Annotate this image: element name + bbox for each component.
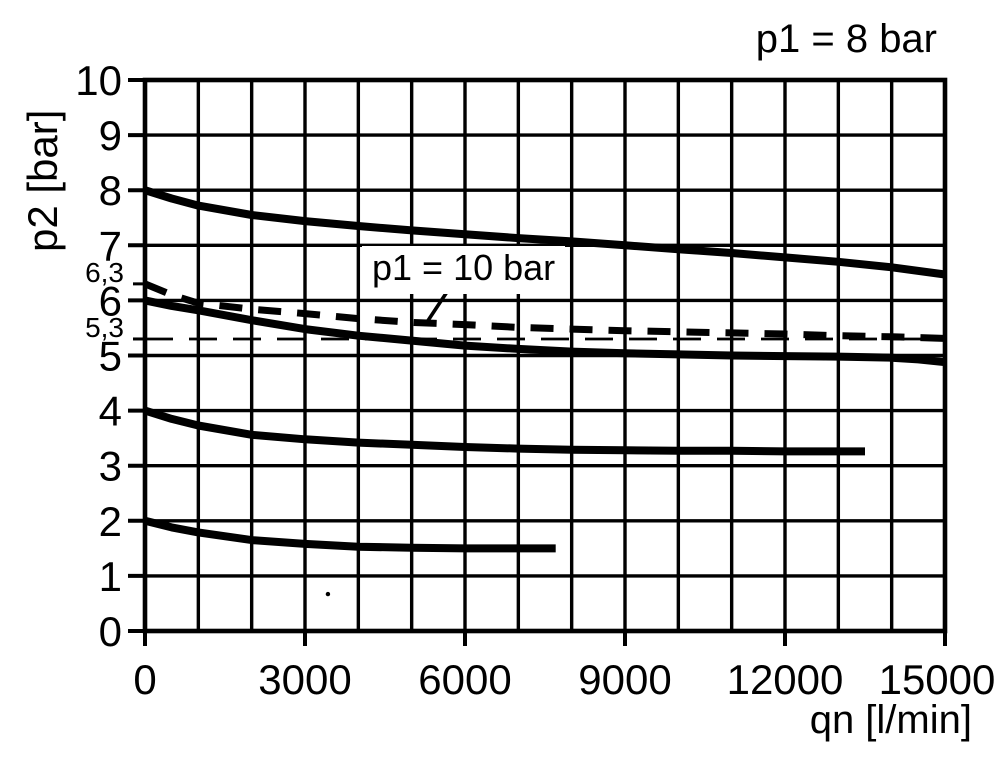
y-tick-label: 6 xyxy=(99,277,122,324)
curve-p2-8 xyxy=(143,186,946,279)
y-tick-label: 9 xyxy=(99,112,122,159)
x-tick-label: 6000 xyxy=(418,656,511,703)
y-tick-label: 8 xyxy=(99,167,122,214)
curve-p2-4 xyxy=(143,406,865,456)
y-tick-label: 0 xyxy=(99,608,122,655)
y-tick-label: 4 xyxy=(99,388,122,435)
x-tick-label: 12000 xyxy=(727,656,844,703)
x-axis-label: qn [l/min] xyxy=(809,698,972,742)
x-tick-label: 0 xyxy=(133,656,156,703)
y-tick-label: 2 xyxy=(99,498,122,545)
annotation-p1-10bar: p1 = 10 bar xyxy=(362,246,566,294)
y-tick-label: 10 xyxy=(75,57,122,104)
x-tick-label: 15000 xyxy=(879,656,996,703)
y-tick-label: 7 xyxy=(99,222,122,269)
x-tick-label: 9000 xyxy=(578,656,671,703)
stray-ink-mark xyxy=(325,591,331,597)
curve-p1-10bar xyxy=(143,280,946,342)
chart-title: p1 = 8 bar xyxy=(755,17,937,61)
curve-p2-2 xyxy=(144,516,556,553)
y-special-tick-label: 6,3 xyxy=(85,257,124,288)
y-axis-label: p2 [bar] xyxy=(19,109,66,252)
y-tick-label: 3 xyxy=(99,443,122,490)
annotation-leader-line xyxy=(425,287,451,323)
y-tick-label: 1 xyxy=(99,553,122,600)
y-special-tick-label: 5,3 xyxy=(85,312,124,343)
x-tick-label: 3000 xyxy=(258,656,351,703)
curve-p2-6 xyxy=(144,296,946,367)
y-tick-label: 5 xyxy=(99,333,122,380)
